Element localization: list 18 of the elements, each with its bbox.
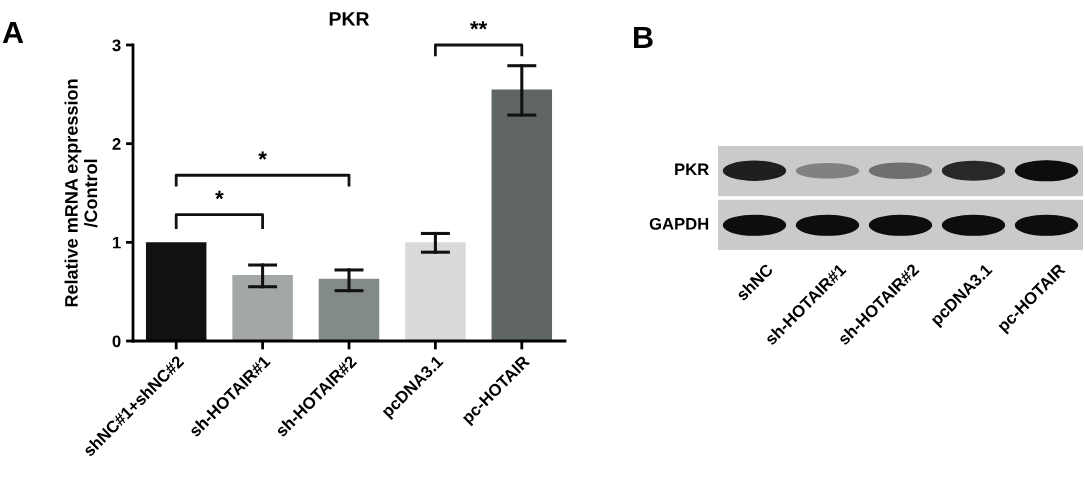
bar — [145, 242, 207, 341]
y-tick-label: 0 — [112, 335, 121, 348]
bar — [318, 278, 380, 341]
y-tick-label: 2 — [112, 138, 121, 150]
y-tick-label: 3 — [112, 39, 121, 52]
chart-title: PKR — [329, 12, 370, 26]
bar — [232, 274, 293, 341]
text: B — [634, 26, 653, 48]
text: A — [2, 21, 24, 43]
bar — [491, 89, 553, 341]
text: PKR — [675, 163, 709, 176]
bar — [405, 242, 466, 341]
annotation: * — [215, 190, 224, 200]
text: ** — [470, 21, 488, 30]
y-axis-title: Relative mRNA expression /Control — [64, 79, 98, 307]
y-tick-label: 1 — [112, 236, 121, 249]
text: GAPDH — [649, 217, 709, 230]
annotation: * — [258, 151, 267, 160]
